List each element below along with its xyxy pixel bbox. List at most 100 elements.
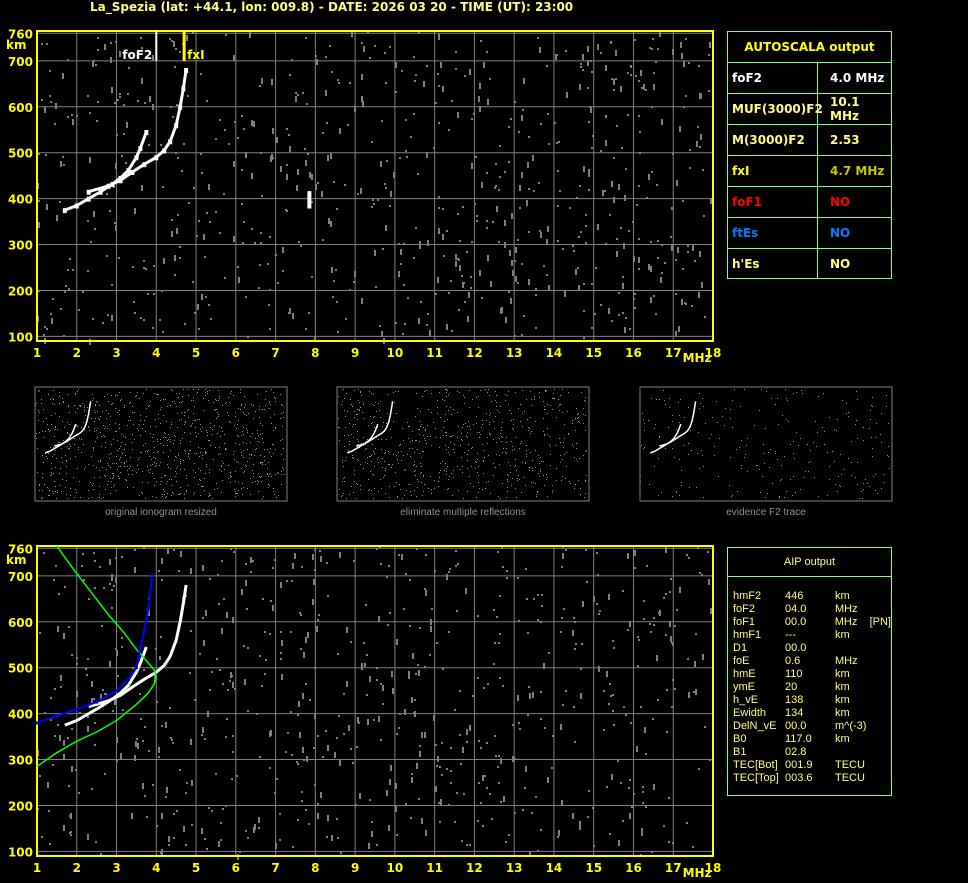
thumbnail-noise [449,393,450,394]
noise-dot [597,574,599,576]
noise-dot [395,783,397,789]
thumbnail-noise [428,488,429,489]
noise-dot [541,594,543,596]
thumbnail-noise [342,481,343,482]
thumbnail-noise [217,488,218,489]
thumbnail-noise [59,416,60,417]
thumbnail-noise [568,434,569,435]
noise-dot [191,780,193,786]
noise-dot [526,598,528,600]
thumbnail-noise [112,478,113,479]
noise-dot [379,325,381,327]
thumbnail-noise [863,440,864,441]
thumbnail-noise [354,474,355,475]
noise-dot [587,87,589,89]
noise-dot [521,263,523,265]
thumbnail-noise [337,478,338,479]
thumbnail-noise [410,456,411,457]
thumbnail-noise [724,425,725,426]
thumbnail-noise [100,477,101,478]
noise-dot [378,616,380,622]
thumbnail-noise [402,428,403,429]
thumbnail-noise [250,442,251,443]
thumbnail-noise [116,463,117,464]
noise-dot [500,758,502,764]
thumbnail-noise [522,462,523,463]
thumbnail-noise [835,484,836,485]
thumbnail-noise [491,401,492,402]
autoscala-row: MUF(3000)F2 10.1 MHz [728,93,891,124]
thumbnail-noise [538,455,539,456]
thumbnail-noise [207,391,208,392]
noise-dot [193,187,195,189]
thumbnail-noise [744,389,745,390]
thumbnail-noise [268,484,269,485]
noise-dot [44,107,46,113]
noise-dot [121,637,123,639]
noise-dot [427,240,429,246]
thumbnail-noise [453,477,454,478]
thumbnail-noise [260,477,261,478]
thumbnail-noise [371,490,372,491]
noise-dot [287,732,289,734]
thumbnail-noise [445,463,446,464]
noise-dot [522,809,524,811]
thumbnail-noise [543,461,544,462]
thumbnail-noise [114,463,115,464]
thumbnail-noise [280,418,281,419]
thumbnail-noise [446,406,447,407]
x-tick-label: 12 [466,861,483,875]
noise-dot [547,226,549,232]
noise-dot [346,681,348,687]
thumbnail-noise [431,393,432,394]
aip-row: foF1 00.0 MHz [PN] [728,616,891,629]
thumbnail-noise [851,441,852,442]
thumbnail-noise [115,423,116,424]
thumbnail-noise [105,442,106,443]
fitted-curve [36,575,154,724]
thumbnail-noise [386,439,387,440]
thumbnail-noise [526,399,527,400]
noise-dot [651,171,653,173]
thumbnail-noise [461,433,462,434]
noise-dot [653,72,655,74]
aip-cell: km [835,694,850,706]
noise-dot [708,90,710,92]
thumbnail-noise [511,485,512,486]
noise-dot [315,55,317,57]
x-tick-label: 11 [426,346,443,360]
noise-dot [316,626,318,632]
thumbnail-noise [99,419,100,420]
thumbnail-noise [834,429,835,430]
thumbnail-noise [507,474,508,475]
thumbnail-noise [347,411,348,412]
thumbnail-noise [241,435,242,436]
thumbnail-noise [394,486,395,487]
noise-dot [405,573,407,575]
noise-dot [137,100,139,102]
thumbnail-noise [139,495,140,496]
noise-dot [487,683,489,685]
thumbnail-noise [99,405,100,406]
thumbnail-noise [531,482,532,483]
noise-dot [605,65,607,71]
noise-dot [134,549,136,551]
thumbnail-noise [384,475,385,476]
thumbnail-noise [496,395,497,396]
noise-dot [55,565,57,567]
thumbnail-noise [417,487,418,488]
thumbnail-noise [275,401,276,402]
thumbnail-noise [467,426,468,427]
noise-dot [480,802,482,804]
thumbnail-noise [260,462,261,463]
thumbnail-noise [237,493,238,494]
noise-dot [502,566,504,568]
thumbnail-noise [775,453,776,454]
noise-dot [135,741,137,747]
noise-dot [426,65,428,67]
thumbnail-noise [851,462,852,463]
noise-dot [282,270,284,272]
noise-dot [161,290,163,292]
thumbnail-noise [68,448,69,449]
aip-row: TEC[Bot] 001.9 TECU [728,759,891,772]
